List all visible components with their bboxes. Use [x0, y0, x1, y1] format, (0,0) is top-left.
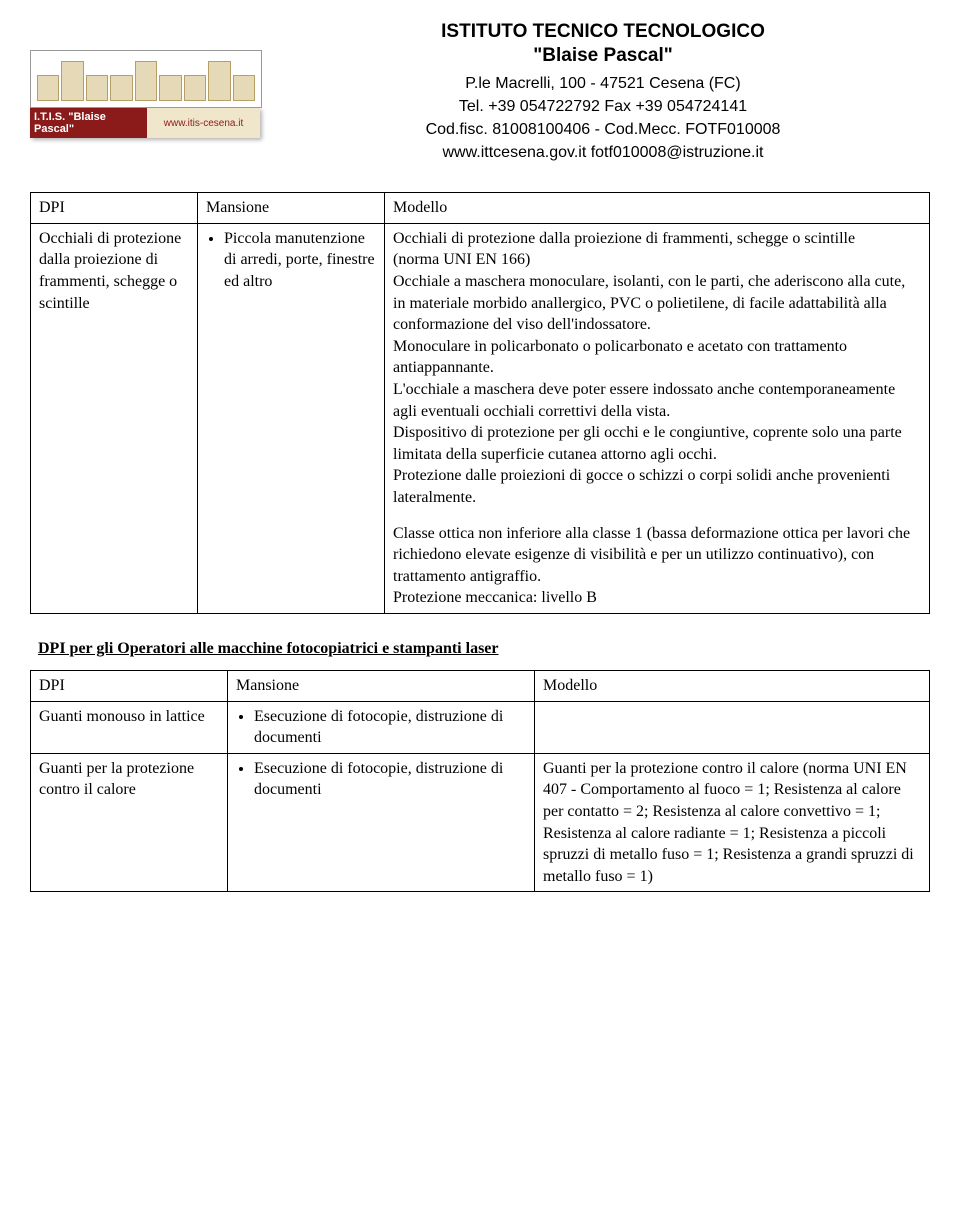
- modello-text: Dispositivo di protezione per gli occhi …: [393, 422, 921, 465]
- table-row: Guanti per la protezione contro il calor…: [31, 753, 930, 892]
- list-item: Esecuzione di fotocopie, distruzione di …: [254, 758, 526, 801]
- table-header-row: DPI Mansione Modello: [31, 193, 930, 224]
- cell-dpi: Occhiali di protezione dalla proiezione …: [31, 223, 198, 613]
- column-header-dpi: DPI: [31, 193, 198, 224]
- logo-banner: I.T.I.S. "Blaise Pascal" www.itis-cesena…: [30, 108, 260, 138]
- page-header: I.T.I.S. "Blaise Pascal" www.itis-cesena…: [30, 20, 930, 164]
- logo-banner-url: www.itis-cesena.it: [147, 108, 260, 138]
- table-row: Occhiali di protezione dalla proiezione …: [31, 223, 930, 613]
- column-header-mansione: Mansione: [228, 670, 535, 701]
- address-line: Tel. +39 054722792 Fax +39 054724141: [459, 98, 747, 115]
- column-header-modello: Modello: [385, 193, 930, 224]
- column-header-mansione: Mansione: [198, 193, 385, 224]
- cell-dpi: Guanti monouso in lattice: [31, 701, 228, 753]
- mansione-list: Piccola manutenzione di arredi, porte, f…: [224, 228, 376, 293]
- modello-text: Monoculare in policarbonato o policarbon…: [393, 336, 921, 379]
- school-logo: I.T.I.S. "Blaise Pascal" www.itis-cesena…: [30, 50, 260, 140]
- column-header-modello: Modello: [535, 670, 930, 701]
- modello-text: (norma UNI EN 166): [393, 249, 921, 271]
- column-header-dpi: DPI: [31, 670, 228, 701]
- cell-modello: Occhiali di protezione dalla proiezione …: [385, 223, 930, 613]
- title-line: "Blaise Pascal": [533, 45, 673, 66]
- institution-name: ISTITUTO TECNICO TECNOLOGICO "Blaise Pas…: [276, 20, 930, 68]
- address-line: Cod.fisc. 81008100406 - Cod.Mecc. FOTF01…: [426, 121, 781, 138]
- dpi-table-1: DPI Mansione Modello Occhiali di protezi…: [30, 192, 930, 614]
- cell-mansione: Piccola manutenzione di arredi, porte, f…: [198, 223, 385, 613]
- header-text-block: ISTITUTO TECNICO TECNOLOGICO "Blaise Pas…: [276, 20, 930, 164]
- modello-text: Protezione meccanica: livello B: [393, 587, 921, 609]
- list-item: Esecuzione di fotocopie, distruzione di …: [254, 706, 526, 749]
- modello-text: Protezione dalle proiezioni di gocce o s…: [393, 465, 921, 508]
- address-line: P.le Macrelli, 100 - 47521 Cesena (FC): [465, 75, 740, 92]
- cell-modello: [535, 701, 930, 753]
- cell-modello: Guanti per la protezione contro il calor…: [535, 753, 930, 892]
- modello-text: Occhiale a maschera monoculare, isolanti…: [393, 271, 921, 336]
- logo-banner-name: I.T.I.S. "Blaise Pascal": [30, 108, 147, 138]
- logo-building-illustration: [30, 50, 262, 108]
- mansione-list: Esecuzione di fotocopie, distruzione di …: [254, 758, 526, 801]
- list-item: Piccola manutenzione di arredi, porte, f…: [224, 228, 376, 293]
- mansione-list: Esecuzione di fotocopie, distruzione di …: [254, 706, 526, 749]
- modello-text: Classe ottica non inferiore alla classe …: [393, 523, 921, 588]
- section-heading: DPI per gli Operatori alle macchine foto…: [38, 640, 930, 658]
- cell-mansione: Esecuzione di fotocopie, distruzione di …: [228, 701, 535, 753]
- title-line: ISTITUTO TECNICO TECNOLOGICO: [441, 21, 765, 42]
- address-line: www.ittcesena.gov.it fotf010008@istruzio…: [443, 144, 764, 161]
- cell-mansione: Esecuzione di fotocopie, distruzione di …: [228, 753, 535, 892]
- dpi-table-2: DPI Mansione Modello Guanti monouso in l…: [30, 670, 930, 892]
- modello-text: Occhiali di protezione dalla proiezione …: [393, 228, 921, 250]
- cell-dpi: Guanti per la protezione contro il calor…: [31, 753, 228, 892]
- logo-container: I.T.I.S. "Blaise Pascal" www.itis-cesena…: [30, 20, 260, 140]
- table-header-row: DPI Mansione Modello: [31, 670, 930, 701]
- institution-contact: P.le Macrelli, 100 - 47521 Cesena (FC) T…: [276, 72, 930, 165]
- table-row: Guanti monouso in lattice Esecuzione di …: [31, 701, 930, 753]
- modello-text: L'occhiale a maschera deve poter essere …: [393, 379, 921, 422]
